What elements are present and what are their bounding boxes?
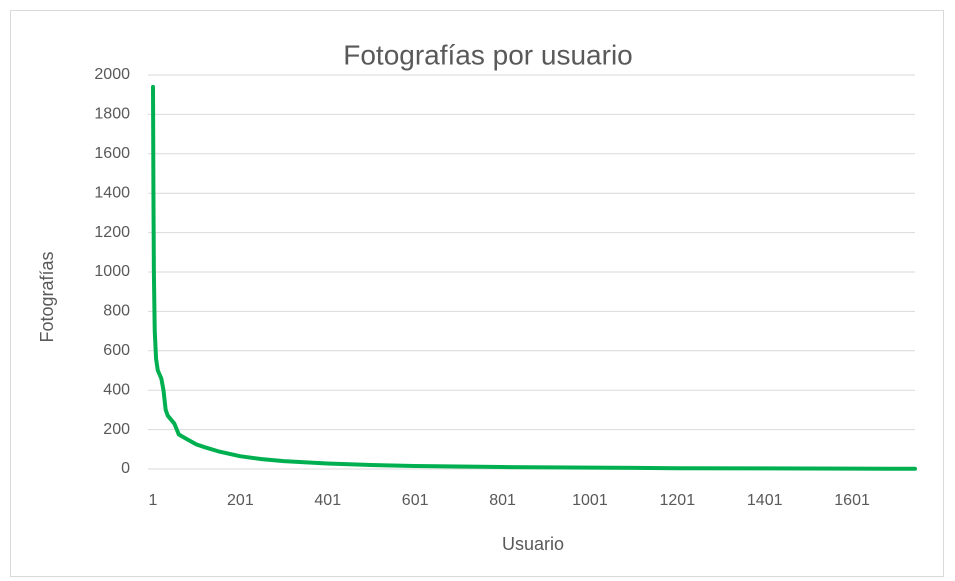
x-tick-label: 1601 (834, 492, 870, 509)
x-tick-label: 401 (314, 492, 341, 509)
x-tick-label: 1201 (660, 492, 696, 509)
x-tick-label: 1001 (572, 492, 608, 509)
y-tick-label: 200 (103, 421, 130, 438)
y-tick-label: 1400 (94, 184, 130, 201)
y-tick-label: 800 (103, 303, 130, 320)
x-tick-label: 801 (489, 492, 516, 509)
y-tick-label: 1600 (94, 145, 130, 162)
y-tick-label: 600 (103, 342, 130, 359)
x-tick-label: 1401 (747, 492, 783, 509)
y-tick-label: 2000 (94, 66, 130, 83)
x-tick-label: 201 (227, 492, 254, 509)
y-tick-label: 0 (121, 460, 130, 477)
x-axis-label: Usuario (502, 534, 564, 554)
y-tick-label: 1000 (94, 263, 130, 280)
y-tick-label: 400 (103, 381, 130, 398)
x-tick-label: 1 (149, 492, 158, 509)
x-tick-label: 601 (402, 492, 429, 509)
y-tick-label: 1800 (94, 106, 130, 123)
data-line (151, 84, 917, 471)
chart-title: Fotografías por usuario (343, 39, 633, 70)
chart-border (10, 10, 944, 577)
y-tick-label: 1200 (94, 224, 130, 241)
y-axis-label: Fotografías (37, 251, 57, 342)
